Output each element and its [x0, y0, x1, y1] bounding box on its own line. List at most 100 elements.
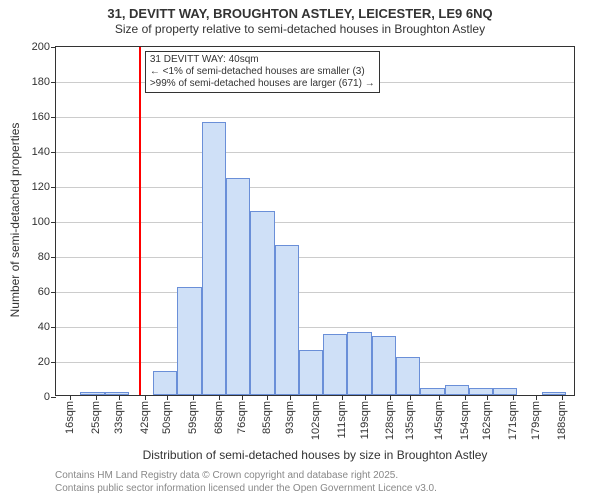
ytick-label: 120 [32, 181, 50, 193]
ytick-label: 100 [32, 216, 50, 228]
histogram-bar [323, 334, 347, 395]
ytick-label: 160 [32, 111, 50, 123]
histogram-bar [250, 211, 274, 395]
ytick-mark [51, 222, 56, 223]
histogram-bar [226, 178, 250, 395]
ytick-mark [51, 47, 56, 48]
xtick-mark [267, 395, 268, 400]
xtick-label: 171sqm [507, 401, 519, 440]
gridline [56, 187, 574, 188]
xtick-mark [70, 395, 71, 400]
xtick-label: 50sqm [161, 401, 173, 434]
xtick-mark [562, 395, 563, 400]
ytick-mark [51, 362, 56, 363]
xtick-mark [290, 395, 291, 400]
histogram-bar [420, 388, 444, 395]
histogram-bar [275, 245, 299, 396]
xtick-mark [219, 395, 220, 400]
histogram-bar [493, 388, 517, 395]
ytick-label: 200 [32, 41, 50, 53]
xtick-mark [96, 395, 97, 400]
xtick-label: 188sqm [556, 401, 568, 440]
xtick-label: 102sqm [310, 401, 322, 440]
ytick-label: 80 [38, 251, 50, 263]
xtick-mark [145, 395, 146, 400]
xtick-mark [316, 395, 317, 400]
ytick-mark [51, 152, 56, 153]
histogram-chart: 31, DEVITT WAY, BROUGHTON ASTLEY, LEICES… [0, 0, 600, 500]
gridline [56, 152, 574, 153]
annotation-line-1: 31 DEVITT WAY: 40sqm [150, 54, 375, 66]
ytick-label: 0 [44, 391, 50, 403]
ytick-label: 180 [32, 76, 50, 88]
xtick-label: 42sqm [139, 401, 151, 434]
xtick-mark [167, 395, 168, 400]
xtick-mark [487, 395, 488, 400]
xtick-mark [119, 395, 120, 400]
ytick-label: 140 [32, 146, 50, 158]
xtick-mark [513, 395, 514, 400]
histogram-bar [445, 385, 469, 396]
xtick-label: 179sqm [530, 401, 542, 440]
gridline [56, 257, 574, 258]
xtick-mark [365, 395, 366, 400]
histogram-bar [542, 392, 566, 396]
xtick-label: 128sqm [384, 401, 396, 440]
gridline [56, 292, 574, 293]
histogram-bar [299, 350, 323, 396]
xtick-label: 59sqm [187, 401, 199, 434]
xtick-label: 111sqm [336, 401, 348, 439]
gridline [56, 222, 574, 223]
y-axis-label: Number of semi-detached properties [8, 100, 22, 340]
xtick-mark [242, 395, 243, 400]
xtick-label: 145sqm [433, 401, 445, 440]
xtick-label: 85sqm [261, 401, 273, 434]
plot-area: 02040608010012014016018020016sqm25sqm33s… [55, 46, 575, 396]
xtick-mark [193, 395, 194, 400]
footer-line-1: Contains HM Land Registry data © Crown c… [55, 470, 437, 483]
ytick-mark [51, 82, 56, 83]
xtick-label: 76sqm [236, 401, 248, 434]
ytick-mark [51, 292, 56, 293]
annotation-line-3: >99% of semi-detached houses are larger … [150, 78, 375, 90]
xtick-label: 162sqm [481, 401, 493, 440]
xtick-label: 16sqm [64, 401, 76, 434]
histogram-bar [396, 357, 420, 396]
ytick-mark [51, 397, 56, 398]
xtick-label: 135sqm [404, 401, 416, 440]
xtick-label: 154sqm [459, 401, 471, 440]
x-axis-label: Distribution of semi-detached houses by … [55, 448, 575, 462]
annotation-box: 31 DEVITT WAY: 40sqm ← <1% of semi-detac… [145, 51, 380, 93]
xtick-label: 93sqm [284, 401, 296, 434]
chart-title: 31, DEVITT WAY, BROUGHTON ASTLEY, LEICES… [0, 0, 600, 22]
annotation-line-2: ← <1% of semi-detached houses are smalle… [150, 66, 375, 78]
ytick-label: 20 [38, 356, 50, 368]
xtick-mark [465, 395, 466, 400]
histogram-bar [372, 336, 396, 396]
xtick-mark [390, 395, 391, 400]
histogram-bar [105, 392, 129, 396]
xtick-mark [410, 395, 411, 400]
ytick-label: 40 [38, 321, 50, 333]
ytick-mark [51, 257, 56, 258]
ytick-mark [51, 327, 56, 328]
histogram-bar [469, 388, 493, 395]
xtick-mark [342, 395, 343, 400]
property-marker-line [139, 47, 141, 395]
ytick-mark [51, 117, 56, 118]
histogram-bar [347, 332, 371, 395]
histogram-bar [153, 371, 177, 396]
chart-subtitle: Size of property relative to semi-detach… [0, 22, 600, 40]
footer-line-2: Contains public sector information licen… [55, 483, 437, 496]
xtick-label: 33sqm [113, 401, 125, 434]
ytick-mark [51, 187, 56, 188]
histogram-bar [177, 287, 201, 396]
xtick-mark [536, 395, 537, 400]
histogram-bar [202, 122, 226, 395]
attribution-footer: Contains HM Land Registry data © Crown c… [55, 470, 437, 495]
xtick-label: 119sqm [359, 401, 371, 439]
gridline [56, 327, 574, 328]
xtick-label: 25sqm [90, 401, 102, 434]
ytick-label: 60 [38, 286, 50, 298]
xtick-mark [439, 395, 440, 400]
